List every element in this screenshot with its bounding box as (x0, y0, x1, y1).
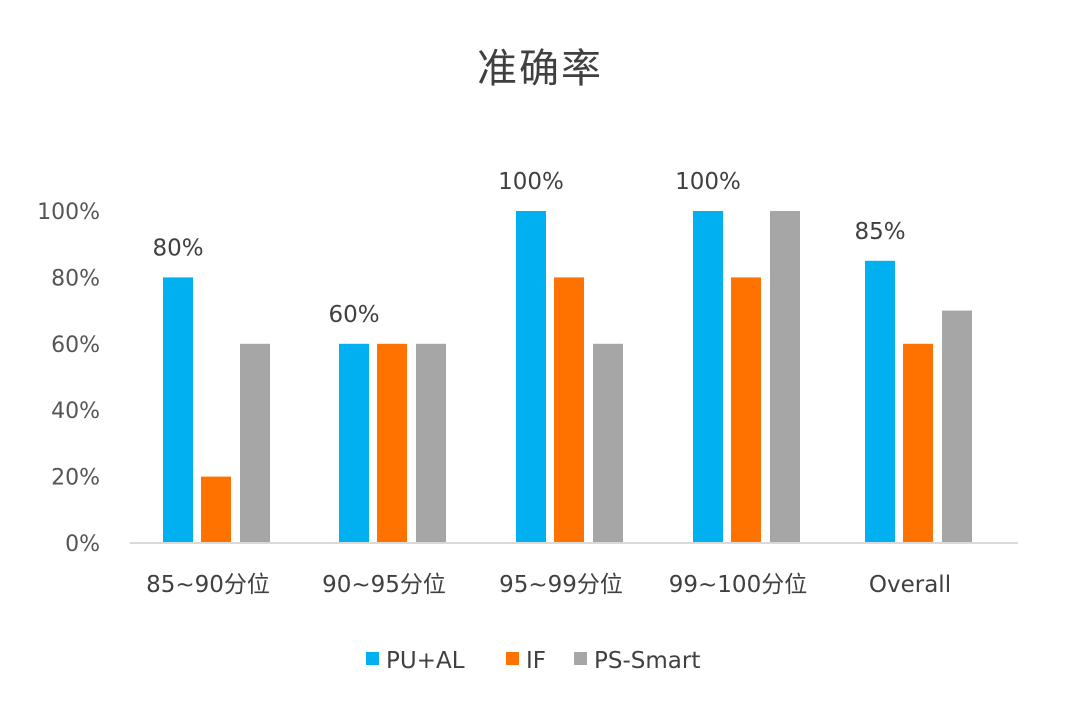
y-tick-label: 20% (51, 466, 100, 491)
data-label: 100% (675, 169, 741, 195)
bar-if (554, 277, 584, 543)
bar-if (903, 343, 933, 543)
x-tick-label: 99~100分位 (669, 572, 807, 598)
bar-pu-al (865, 260, 895, 543)
bar-if (201, 476, 231, 543)
bar-pu-al (163, 277, 193, 543)
legend-swatch (506, 652, 519, 665)
bar-ps-smart (942, 310, 972, 543)
x-tick-label: Overall (869, 572, 951, 598)
x-tick-label: 95~99分位 (499, 572, 623, 598)
legend-swatch (574, 652, 587, 665)
bar-if (377, 343, 407, 543)
bar-if (731, 277, 761, 543)
bar-ps-smart (770, 211, 800, 543)
chart-title: 准确率 (477, 46, 603, 92)
y-tick-label: 0% (65, 532, 100, 557)
bar-ps-smart (416, 343, 446, 543)
y-tick-label: 40% (51, 399, 100, 424)
legend-label: IF (526, 648, 546, 674)
bar-pu-al (516, 211, 546, 543)
y-tick-label: 80% (51, 266, 100, 291)
x-tick-label: 90~95分位 (322, 572, 446, 598)
bar-ps-smart (593, 343, 623, 543)
bar-ps-smart (240, 343, 270, 543)
y-tick-label: 60% (51, 333, 100, 358)
data-label: 100% (498, 169, 564, 195)
data-label: 80% (152, 235, 203, 261)
legend-label: PU+AL (386, 648, 465, 674)
legend-swatch (366, 652, 379, 665)
y-tick-label: 100% (37, 200, 100, 225)
data-label: 85% (854, 219, 905, 245)
data-label: 60% (328, 302, 379, 328)
x-tick-label: 85~90分位 (146, 572, 270, 598)
bar-pu-al (339, 343, 369, 543)
bar-pu-al (693, 211, 723, 543)
legend-label: PS-Smart (594, 648, 700, 674)
